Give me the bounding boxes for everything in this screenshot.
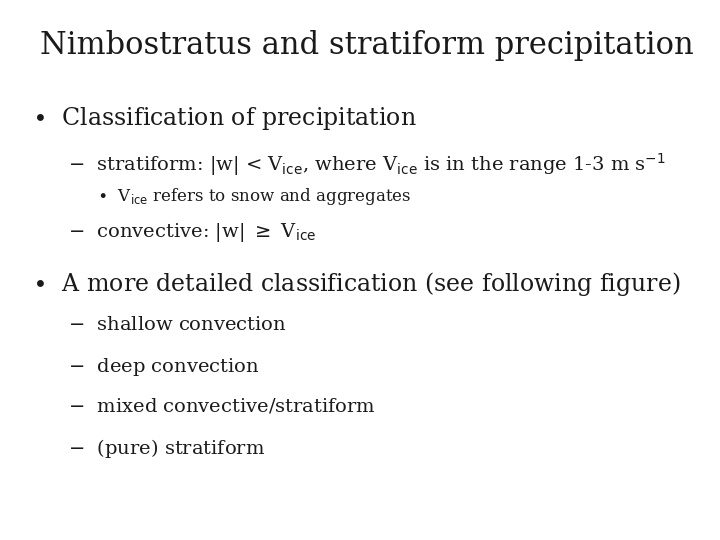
Text: Nimbostratus and stratiform precipitation: Nimbostratus and stratiform precipitatio… (40, 30, 693, 60)
Text: $-$  (pure) stratiform: $-$ (pure) stratiform (68, 437, 266, 461)
Text: $-$  shallow convection: $-$ shallow convection (68, 316, 287, 334)
Text: $\bullet$  A more detailed classification (see following figure): $\bullet$ A more detailed classification… (32, 270, 681, 298)
Text: $-$  deep convection: $-$ deep convection (68, 356, 260, 379)
Text: $\bullet$  V$_{\mathrm{ice}}$ refers to snow and aggregates: $\bullet$ V$_{\mathrm{ice}}$ refers to s… (97, 186, 411, 207)
Text: $-$  stratiform: |w| < V$_{\mathrm{ice}}$, where V$_{\mathrm{ice}}$ is in the ra: $-$ stratiform: |w| < V$_{\mathrm{ice}}$… (68, 151, 666, 178)
Text: $-$  mixed convective/stratiform: $-$ mixed convective/stratiform (68, 397, 376, 416)
Text: $-$  convective: |w| $\geq$ V$_{\mathrm{ice}}$: $-$ convective: |w| $\geq$ V$_{\mathrm{i… (68, 221, 317, 245)
Text: $\bullet$  Classification of precipitation: $\bullet$ Classification of precipitatio… (32, 105, 417, 132)
